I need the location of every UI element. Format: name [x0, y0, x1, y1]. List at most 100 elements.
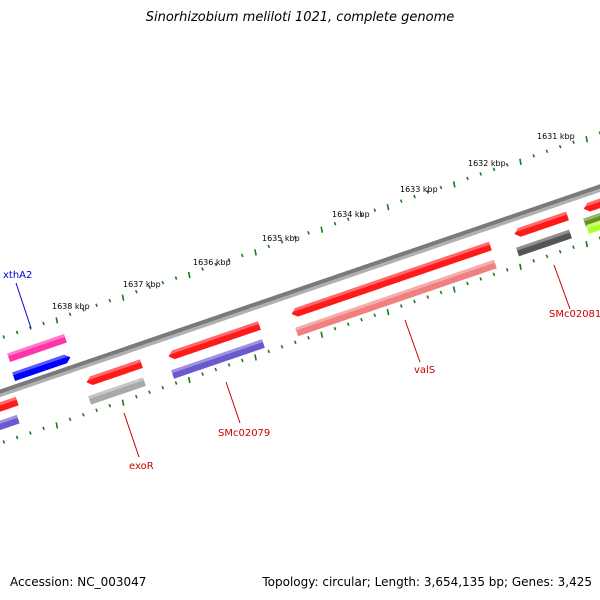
- gene-left-purple-highlight: [0, 414, 18, 428]
- gene-SMc02079-purple: [171, 339, 265, 379]
- ruler-tick: [293, 235, 297, 240]
- gene-xthA2-pink: [7, 334, 67, 362]
- ruler-tick: [558, 249, 562, 254]
- gene-features: [0, 194, 600, 434]
- ruler-tick: [293, 340, 297, 345]
- ruler-tick: [42, 321, 45, 326]
- ruler-tick: [121, 399, 125, 406]
- ruler-tick: [439, 290, 443, 295]
- ruler-tick: [519, 263, 522, 270]
- ruler-tick: [174, 276, 178, 280]
- ruler-tick: [201, 267, 204, 271]
- ruler-tick: [452, 286, 456, 293]
- gene-right-red: [582, 194, 600, 212]
- genome-backbone: [0, 184, 600, 394]
- ruler-tick: [466, 281, 469, 286]
- callout-valS: [404, 319, 421, 363]
- gene-SMc02079-red: [167, 321, 261, 360]
- ruler-tick: [505, 268, 509, 272]
- ruler-tick: [572, 140, 575, 144]
- ruler-tick: [346, 322, 350, 326]
- gene-SMc02081-gray-body: [516, 229, 572, 257]
- gene-xthA2-blue-body: [12, 354, 71, 381]
- gene-left-purple: [0, 414, 20, 434]
- gene-label-valS: valS: [414, 365, 435, 376]
- ruler-tick: [28, 326, 32, 330]
- ruler-tick: [2, 440, 6, 444]
- ruler-tick: [572, 245, 575, 249]
- ruler-tick: [15, 435, 19, 440]
- gene-SMc02079-red-highlight: [167, 321, 259, 356]
- gene-SMc02081-gray-highlight: [516, 229, 571, 251]
- ruler-label: 1638 kbp: [52, 302, 90, 311]
- callout-SMc02081: [553, 264, 571, 310]
- ruler-tick: [108, 298, 112, 303]
- ruler-tick: [386, 308, 390, 316]
- gene-exoR-red: [85, 359, 143, 386]
- ruler-tick: [280, 345, 284, 349]
- ruler-tick: [399, 304, 403, 308]
- ruler-tick: [532, 153, 536, 158]
- gene-exoR-gray-body: [88, 377, 146, 405]
- ruler-tick: [360, 212, 363, 217]
- ruler-tick: [585, 241, 589, 248]
- callout-exoR: [123, 412, 140, 458]
- ruler-tick: [426, 190, 430, 194]
- ruler-tick: [227, 258, 231, 262]
- gene-xthA2-blue: [12, 353, 71, 381]
- ruler-tick: [413, 299, 416, 304]
- ruler-tick: [161, 280, 165, 285]
- ruler-tick: [108, 403, 112, 408]
- gene-callouts: xthA2 exoR SMc02079 valS SMc02081: [3, 264, 600, 472]
- gene-SMc02081-red-body: [514, 211, 569, 237]
- ruler-tick: [174, 381, 178, 385]
- ruler-tick: [2, 335, 6, 339]
- gene-label-exoR: exoR: [129, 461, 154, 472]
- gene-left-red-highlight: [0, 396, 17, 410]
- gene-xthA2-pink-highlight: [7, 334, 65, 357]
- gene-xthA2-blue-highlight: [12, 353, 70, 376]
- ruler-tick: [585, 136, 589, 143]
- ruler-tick: [280, 240, 284, 244]
- gene-valS-lightred: [295, 259, 497, 337]
- ruler-tick: [519, 158, 522, 165]
- ruler-label: 1633 kbp: [400, 185, 438, 194]
- ruler-label: 1632 kbp: [468, 159, 506, 168]
- gene-right-olive-body: [583, 210, 600, 228]
- ruler-tick: [307, 230, 310, 235]
- ruler-tick: [81, 307, 85, 312]
- gene-SMc02081-red: [513, 211, 569, 237]
- gene-label-SMc02079: SMc02079: [218, 428, 270, 439]
- gene-exoR-red-body: [86, 359, 143, 386]
- ruler-label: 1636 kbp: [193, 258, 231, 267]
- ruler-tick: [187, 271, 191, 279]
- ruler-tick: [95, 408, 98, 413]
- ruler-tick: [42, 426, 45, 431]
- gene-left-purple-body: [0, 414, 20, 434]
- gene-exoR-gray: [88, 377, 146, 405]
- gene-valS-red-highlight: [290, 241, 490, 313]
- gene-SMc02079-purple-body: [171, 339, 265, 379]
- ruler-label: 1634 kbp: [332, 210, 370, 219]
- ruler-tick: [413, 194, 416, 199]
- ruler-tick: [479, 277, 483, 281]
- ruler-tick: [452, 181, 456, 188]
- gene-right-red-highlight: [582, 194, 600, 208]
- gene-exoR-red-highlight: [85, 359, 141, 381]
- ruler-tick: [399, 199, 403, 203]
- ruler-tick: [240, 358, 244, 363]
- ruler-tick: [68, 312, 72, 317]
- ruler-tick: [254, 249, 257, 256]
- gene-valS-red: [290, 241, 492, 317]
- ruler-tick: [267, 244, 271, 249]
- gene-right-lime-highlight: [586, 218, 600, 229]
- ruler-tick: [161, 385, 165, 390]
- ruler-tick: [214, 262, 218, 267]
- gene-SMc02079-purple-highlight: [171, 339, 263, 374]
- gene-right-red-body: [583, 194, 600, 212]
- ruler-tick: [68, 417, 72, 422]
- ruler-tick: [121, 294, 125, 301]
- ruler-tick: [558, 144, 562, 149]
- gene-left-red-body: [0, 396, 19, 416]
